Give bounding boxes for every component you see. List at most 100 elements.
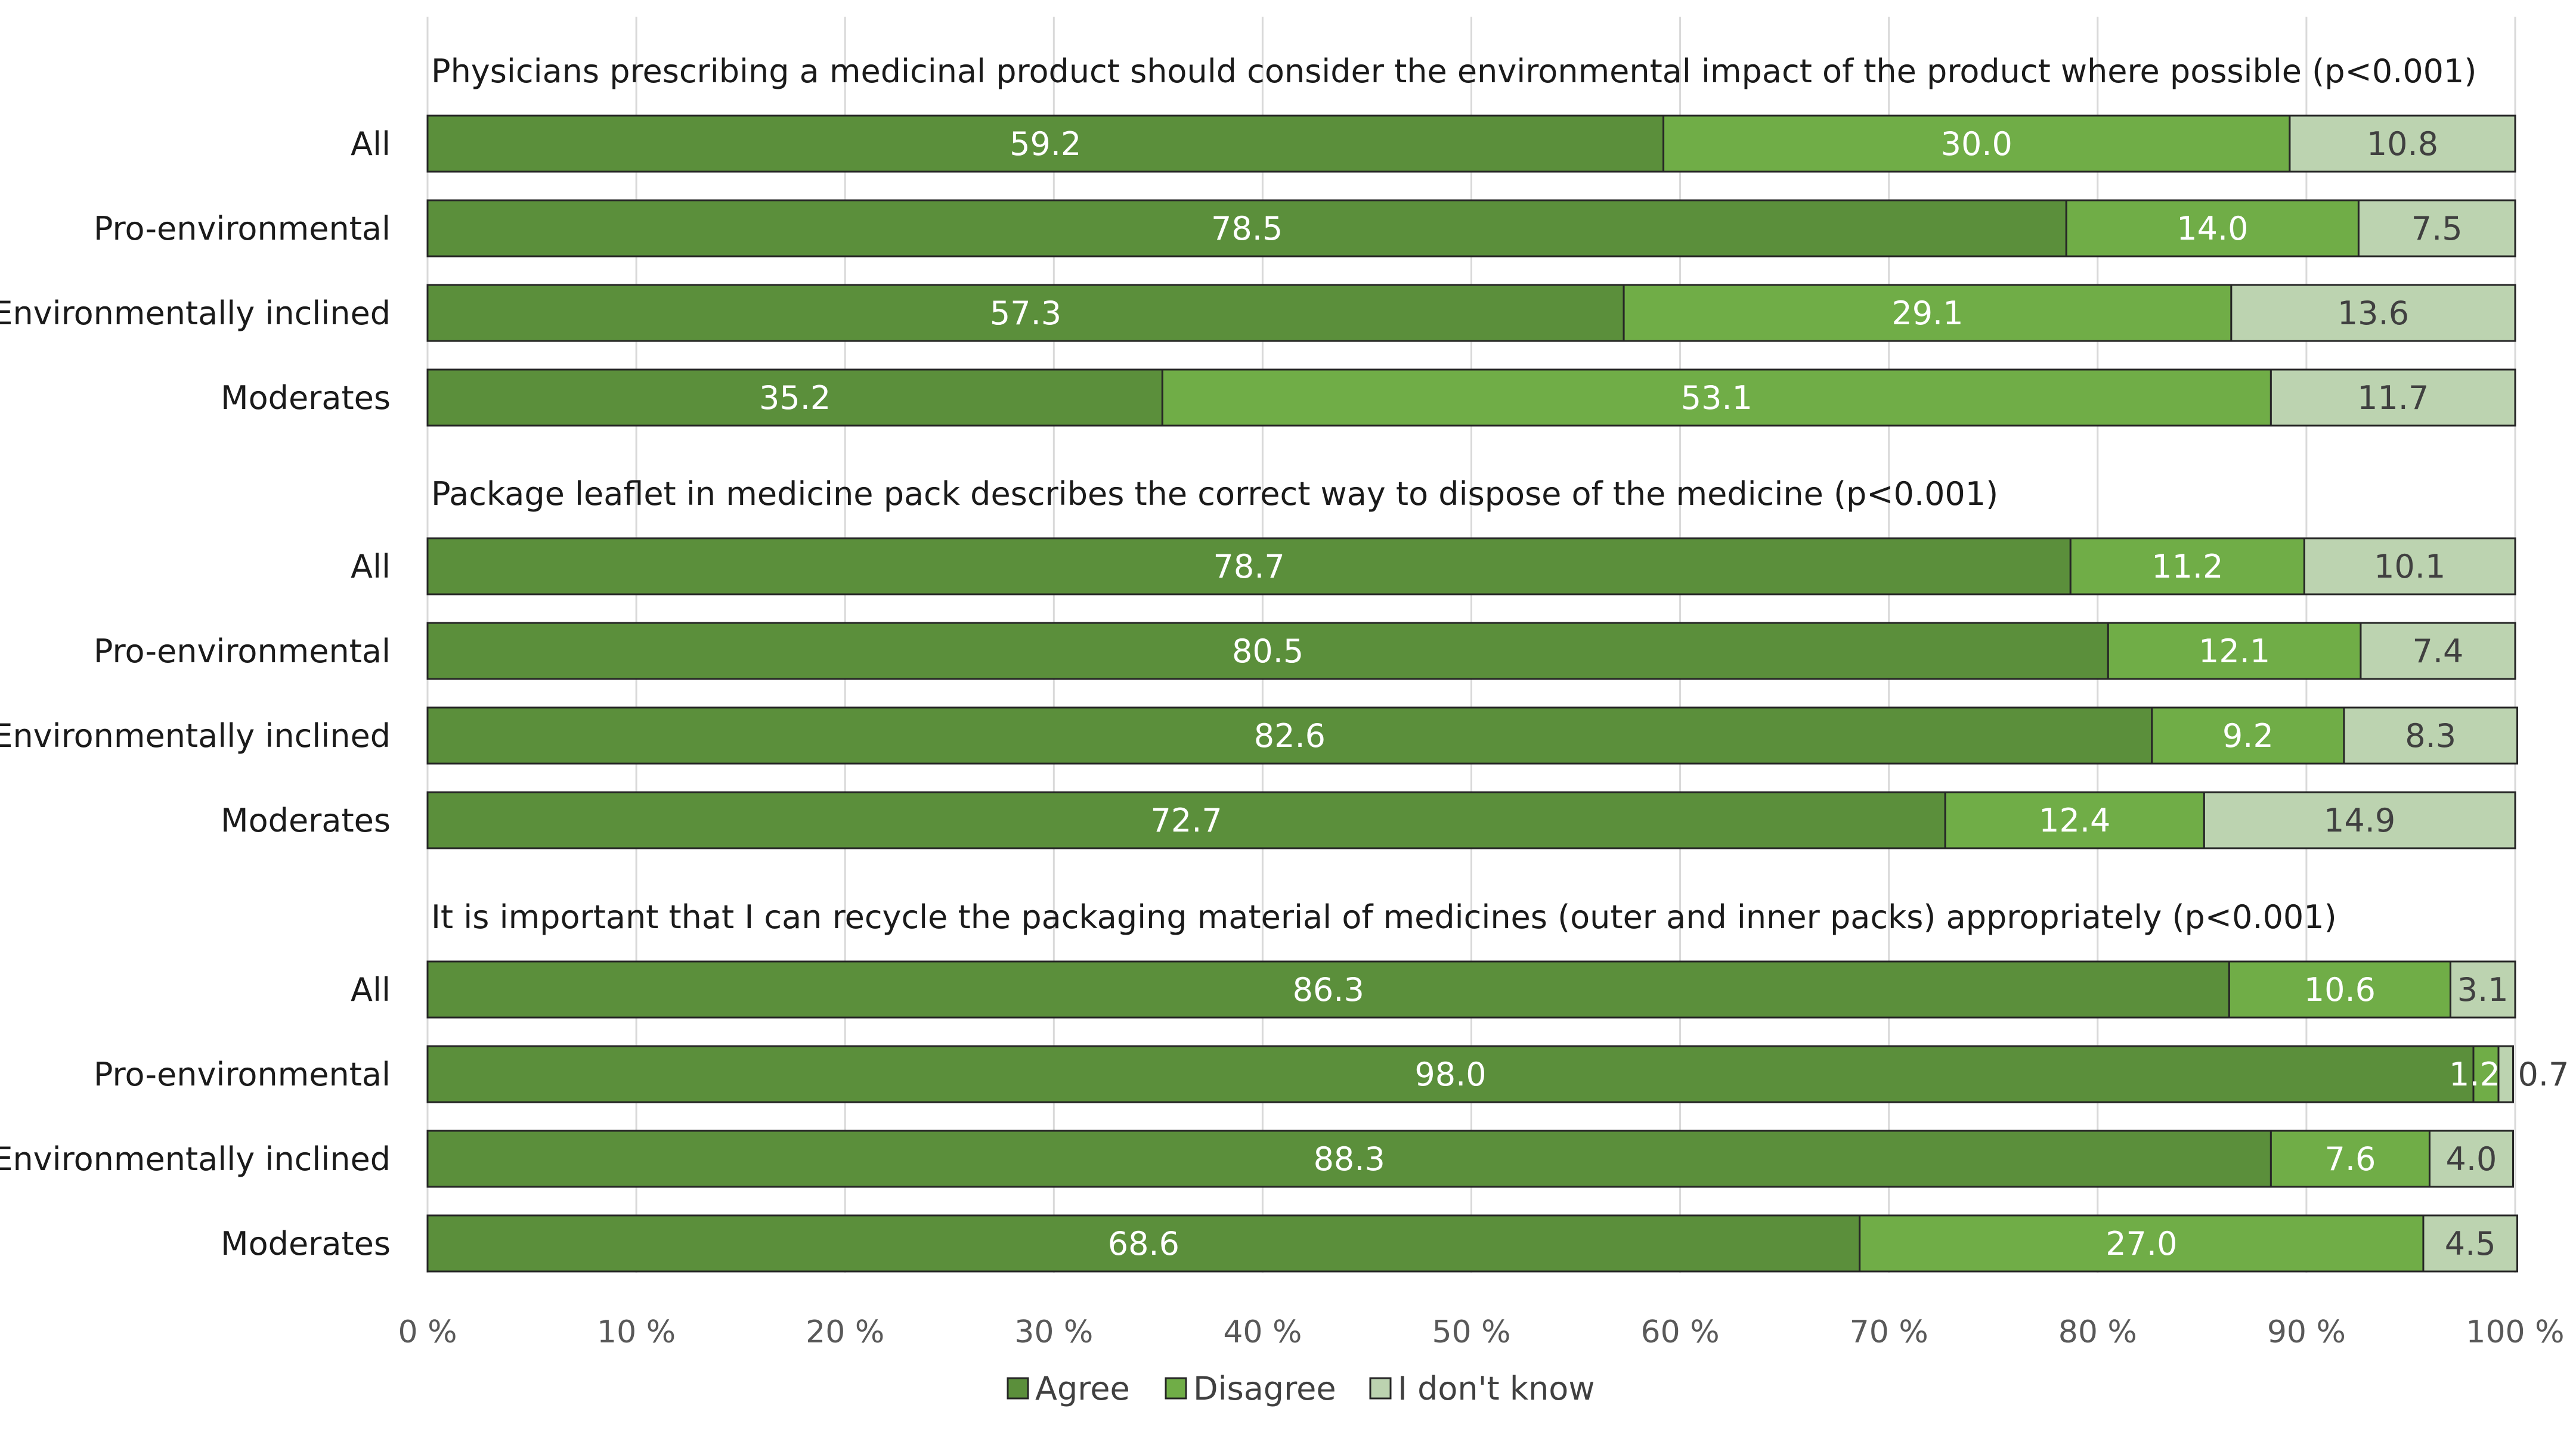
data-label: 80.5 <box>1232 632 1304 670</box>
legend-swatch <box>1007 1377 1029 1400</box>
bar-segment <box>2230 284 2516 342</box>
data-label: 68.6 <box>1108 1225 1179 1263</box>
data-label: 7.5 <box>2411 210 2463 247</box>
x-tick-label: 40 % <box>1223 1314 1302 1350</box>
bar-segment <box>2497 1045 2514 1103</box>
bar-segment <box>1944 791 2205 849</box>
bar-segment <box>2357 199 2516 258</box>
bar-segment <box>2289 114 2516 173</box>
data-label: 7.6 <box>2324 1140 2376 1178</box>
x-tick-label: 0 % <box>398 1314 457 1350</box>
data-label: 35.2 <box>759 379 831 417</box>
bar-segment <box>426 622 2109 680</box>
bar-segment <box>2228 960 2451 1019</box>
category-label: Pro-environmental <box>94 210 391 247</box>
group-title: It is important that I can recycle the p… <box>431 898 2337 936</box>
bar-segment <box>426 537 2072 595</box>
data-label: 12.1 <box>2199 632 2270 670</box>
data-label: 88.3 <box>1314 1140 1385 1178</box>
bar-segment <box>2151 706 2345 765</box>
legend-label: I don't know <box>1398 1370 1595 1407</box>
legend: Agree Disagree I don't know <box>1007 1370 1595 1407</box>
bar-segment <box>2065 199 2360 258</box>
data-label: 72.7 <box>1150 802 1222 839</box>
data-label: 13.6 <box>2337 294 2409 332</box>
data-label: 8.3 <box>2405 717 2456 755</box>
bar-segment <box>1161 368 2272 427</box>
data-label: 12.4 <box>2039 802 2110 839</box>
category-label: Moderates <box>221 379 391 417</box>
x-tick-label: 70 % <box>1850 1314 1928 1350</box>
category-label: Pro-environmental <box>94 632 391 670</box>
category-label: Moderates <box>221 802 391 839</box>
data-label: 1.2 <box>2449 1056 2500 1093</box>
x-tick-label: 80 % <box>2058 1314 2137 1350</box>
data-label: 82.6 <box>1254 717 1326 755</box>
data-label: 98.0 <box>1414 1056 1486 1093</box>
data-label: 59.2 <box>1010 125 1081 163</box>
data-label: 4.5 <box>2445 1225 2496 1263</box>
bar-segment <box>2360 622 2516 680</box>
bar-segment <box>426 791 1946 849</box>
labels: 0 % 10 % 20 % 30 % 40 % 50 % 60 % 70 % 80 % 90 % 1… <box>0 52 2569 1350</box>
bar-segment <box>2472 1045 2500 1103</box>
bar-segment <box>2449 960 2516 1019</box>
category-label: All <box>351 548 391 585</box>
x-tick-label: 10 % <box>597 1314 676 1350</box>
data-label: 78.7 <box>1213 548 1285 585</box>
data-label: 9.2 <box>2222 717 2274 755</box>
bar-segment <box>2343 706 2519 765</box>
category-label: All <box>351 125 391 163</box>
bar-segment <box>426 960 2230 1019</box>
bars <box>426 114 2519 1273</box>
data-label: 78.5 <box>1211 210 1283 247</box>
bar-segment <box>426 368 1163 427</box>
data-label: 10.8 <box>2367 125 2438 163</box>
bar-segment <box>1859 1214 2425 1273</box>
data-label: 30.0 <box>1941 125 2012 163</box>
data-label: 11.7 <box>2357 379 2429 417</box>
data-label: 7.4 <box>2413 632 2464 670</box>
bar-segment <box>2303 537 2516 595</box>
x-tick-label: 20 % <box>806 1314 884 1350</box>
bar-segment <box>2203 791 2516 849</box>
category-label: Environmentally inclined <box>0 1140 391 1178</box>
x-tick-label: 30 % <box>1014 1314 1093 1350</box>
data-label: 27.0 <box>2106 1225 2177 1263</box>
category-label: Environmentally inclined <box>0 717 391 755</box>
data-label: 0.7 <box>2518 1056 2569 1093</box>
bar-segment <box>426 1214 1861 1273</box>
bar-segment <box>2069 537 2305 595</box>
bar-segment <box>426 114 1665 173</box>
bar-segment <box>426 706 2153 765</box>
bar-segment <box>426 284 1625 342</box>
group-title: Physicians prescribing a medicinal produ… <box>431 52 2476 90</box>
category-label: All <box>351 971 391 1009</box>
data-label: 14.9 <box>2324 802 2395 839</box>
bar-segment <box>2270 1130 2431 1188</box>
bar-segment <box>426 1130 2272 1188</box>
bar-segment <box>2270 368 2516 427</box>
data-label: 86.3 <box>1293 971 1364 1009</box>
legend-label: Disagree <box>1193 1370 1336 1407</box>
data-label: 3.1 <box>2457 971 2509 1009</box>
bar-segment <box>2428 1130 2514 1188</box>
bar-segment <box>426 199 2067 258</box>
bar-segment <box>2107 622 2362 680</box>
data-label: 10.1 <box>2374 548 2445 585</box>
data-label: 29.1 <box>1891 294 1963 332</box>
data-label: 4.0 <box>2446 1140 2497 1178</box>
category-label: Environmentally inclined <box>0 294 391 332</box>
data-label: 11.2 <box>2151 548 2223 585</box>
data-label: 10.6 <box>2304 971 2376 1009</box>
data-label: 57.3 <box>990 294 1061 332</box>
legend-swatch <box>1165 1377 1187 1400</box>
category-label: Pro-environmental <box>94 1056 391 1093</box>
x-tick-label: 60 % <box>1641 1314 1720 1350</box>
x-tick-label: 50 % <box>1432 1314 1510 1350</box>
data-label: 53.1 <box>1681 379 1753 417</box>
legend-swatch <box>1369 1377 1392 1400</box>
x-tick-label: 100 % <box>2466 1314 2564 1350</box>
group-title: Package leaflet in medicine pack describ… <box>431 475 1998 513</box>
